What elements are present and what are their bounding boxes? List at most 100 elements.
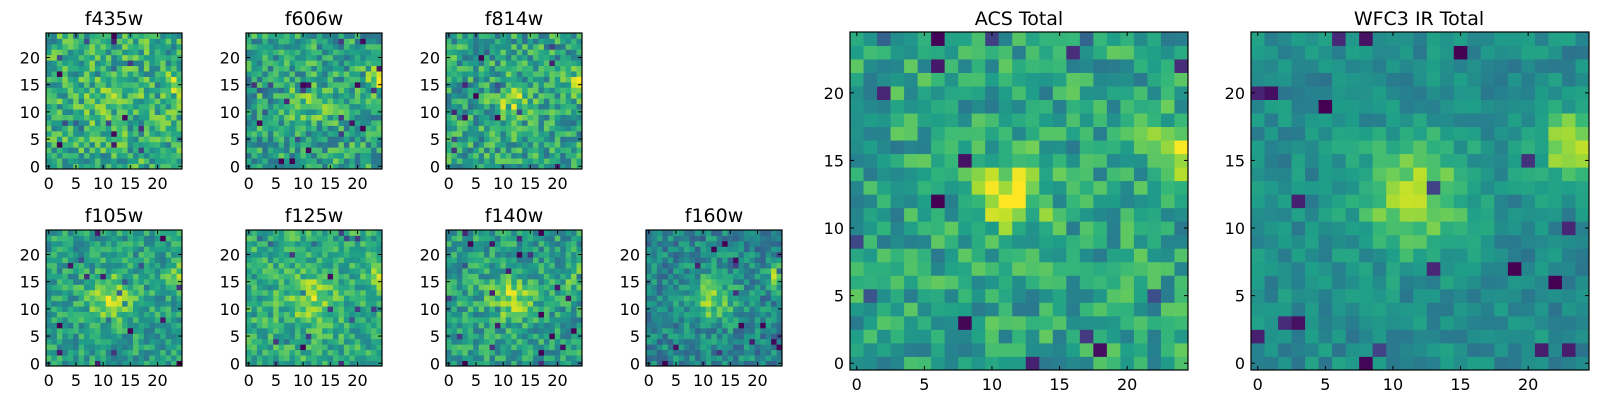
heatmap-cell	[354, 344, 361, 351]
heatmap-cell	[127, 98, 134, 105]
heatmap-cell	[371, 338, 377, 345]
heatmap-cell	[1066, 221, 1081, 236]
heatmap-cell	[100, 54, 107, 61]
heatmap-cell	[78, 43, 85, 50]
heatmap-cell	[246, 289, 252, 296]
heatmap-cell	[484, 60, 490, 67]
heatmap-cell	[1174, 248, 1189, 263]
heatmap-cell	[262, 295, 269, 302]
heatmap-cell	[554, 141, 561, 148]
heatmap-cell	[473, 317, 480, 323]
heatmap-cell	[500, 65, 507, 72]
heatmap-cell	[533, 338, 539, 345]
heatmap-cell	[733, 235, 739, 242]
heatmap-cell	[877, 180, 891, 195]
heatmap-cell	[94, 87, 101, 94]
heatmap-cell	[478, 349, 485, 356]
heatmap-cell	[67, 54, 74, 61]
x-tick-label: 5	[671, 371, 681, 390]
heatmap-cell	[143, 311, 150, 318]
heatmap-cell	[722, 278, 728, 285]
heatmap-cell	[776, 235, 783, 242]
heatmap-cell	[333, 81, 339, 88]
heatmap-cell	[456, 49, 463, 56]
heatmap-cell	[284, 60, 290, 67]
heatmap-cell	[727, 338, 734, 345]
heatmap-cell	[456, 240, 463, 247]
heatmap-cell	[543, 65, 550, 72]
heatmap-cell	[451, 54, 458, 61]
heatmap-cell	[516, 60, 523, 67]
heatmap-cell	[456, 92, 463, 99]
heatmap-cell	[771, 278, 777, 285]
heatmap-cell	[246, 355, 252, 361]
heatmap-cell	[149, 158, 156, 164]
heatmap-cell	[1025, 342, 1040, 357]
heatmap-cell	[560, 147, 567, 154]
heatmap-cell	[89, 98, 96, 105]
heatmap-cell	[105, 289, 112, 296]
heatmap-cell	[165, 284, 172, 291]
heatmap-cell	[733, 327, 739, 334]
heatmap-cell	[111, 338, 118, 345]
heatmap-cell	[354, 251, 361, 258]
heatmap-cell	[116, 152, 123, 159]
heatmap-cell	[322, 355, 328, 361]
heatmap-cell	[116, 322, 123, 329]
heatmap-cell	[533, 327, 539, 334]
heatmap-cell	[365, 333, 372, 340]
heatmap-cell	[656, 333, 663, 340]
heatmap-cell	[305, 322, 312, 329]
heatmap-cell	[154, 306, 161, 312]
heatmap-cell	[262, 120, 269, 126]
heatmap-cell	[473, 49, 480, 56]
heatmap-cell	[333, 349, 339, 356]
heatmap-cell	[100, 235, 107, 242]
heatmap-cell	[56, 246, 63, 253]
heatmap-cell	[489, 322, 496, 329]
heatmap-cell	[305, 230, 312, 236]
heatmap-cell	[917, 329, 932, 344]
heatmap-cell	[489, 114, 496, 121]
heatmap-cell	[765, 278, 772, 285]
heatmap-cell	[516, 251, 523, 258]
heatmap-cell	[1093, 342, 1108, 357]
heatmap-cell	[360, 136, 367, 143]
heatmap-cell	[365, 355, 372, 361]
heatmap-cell	[122, 338, 128, 345]
heatmap-cell	[505, 147, 512, 154]
heatmap-cell	[760, 327, 767, 334]
heatmap-cell	[67, 38, 74, 45]
heatmap-cell	[165, 278, 172, 285]
heatmap-cell	[904, 288, 918, 303]
heatmap-cell	[538, 338, 545, 345]
heatmap-cell	[560, 251, 567, 258]
heatmap-cell	[78, 120, 85, 126]
heatmap-cell	[127, 344, 134, 351]
heatmap-cell	[333, 311, 339, 318]
heatmap-cell	[554, 317, 561, 323]
heatmap-cell	[538, 38, 545, 45]
heatmap-cell	[305, 49, 312, 56]
heatmap-cell	[278, 246, 285, 253]
heatmap-cell	[511, 327, 518, 334]
heatmap-cell	[333, 38, 339, 45]
heatmap-cell	[262, 60, 269, 67]
heatmap-cell	[765, 360, 772, 367]
heatmap-cell	[765, 344, 772, 351]
heatmap-cell	[749, 240, 756, 247]
heatmap-cell	[533, 60, 539, 67]
heatmap-cell	[262, 257, 269, 264]
heatmap-cell	[46, 262, 52, 269]
heatmap-cell	[538, 136, 545, 143]
heatmap-cell	[678, 251, 685, 258]
heatmap-cell	[656, 322, 663, 329]
heatmap-cell	[467, 152, 474, 159]
heatmap-cell	[256, 284, 263, 291]
heatmap-cell	[705, 317, 712, 323]
heatmap-cell	[571, 289, 577, 296]
heatmap-cell	[1106, 207, 1121, 222]
heatmap-cell	[365, 158, 372, 164]
heatmap-cell	[467, 76, 474, 83]
heatmap-cell	[360, 327, 367, 334]
